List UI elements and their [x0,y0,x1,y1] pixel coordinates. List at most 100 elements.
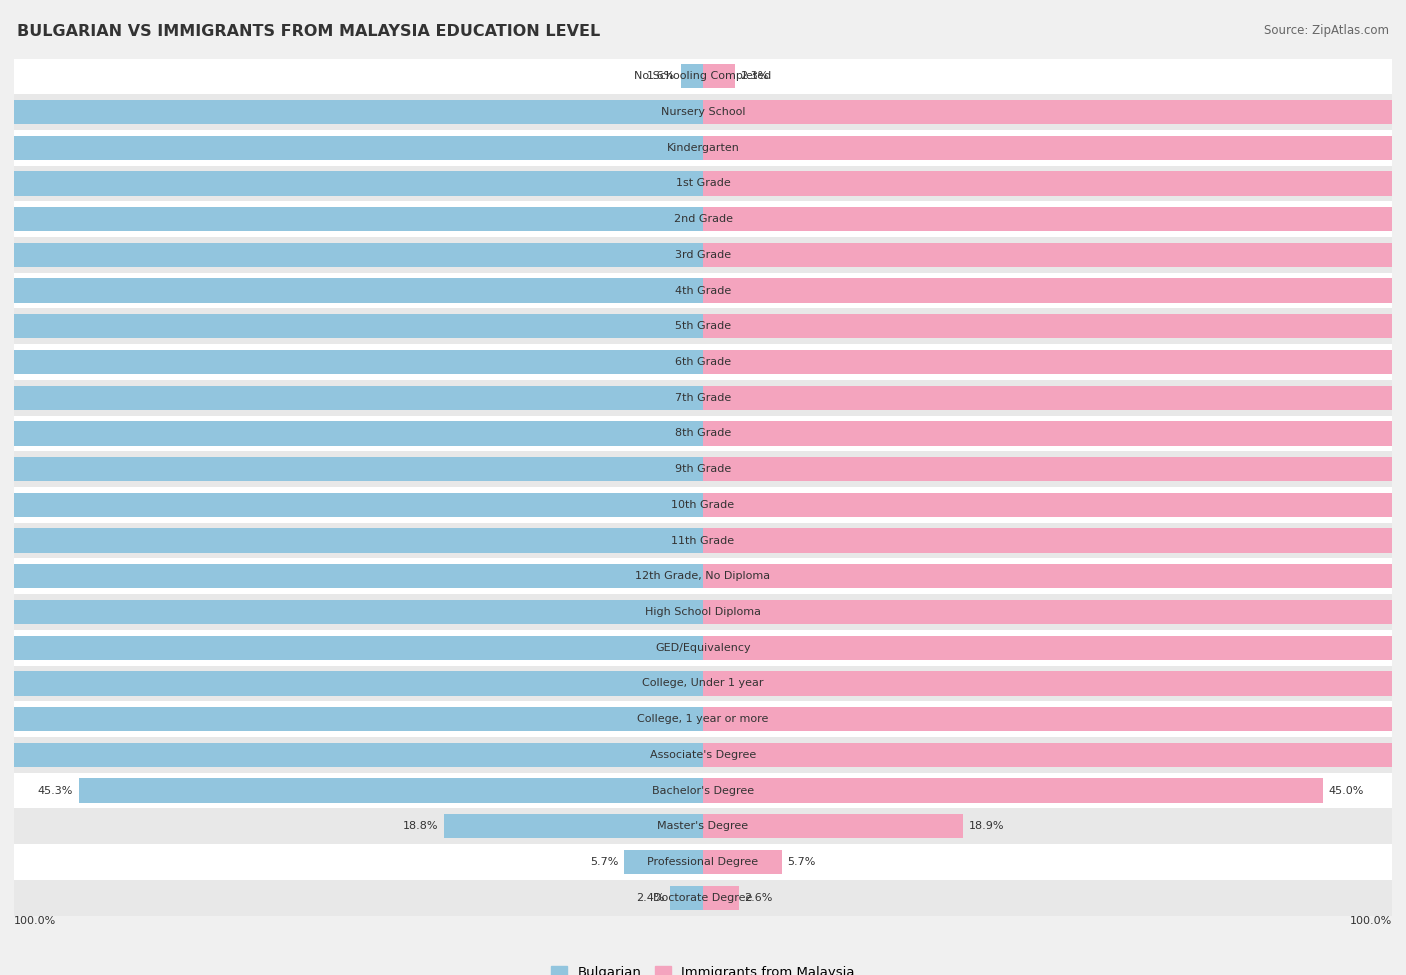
Text: 3rd Grade: 3rd Grade [675,250,731,260]
Bar [0,243,703,267]
Bar [703,850,782,875]
Text: 100.0%: 100.0% [14,916,56,926]
Bar [14,58,1392,95]
Bar [14,737,1392,773]
Text: High School Diploma: High School Diploma [645,607,761,617]
Text: Bachelor's Degree: Bachelor's Degree [652,786,754,796]
Bar [14,344,1392,380]
Text: 2nd Grade: 2nd Grade [673,214,733,224]
Bar [14,844,1392,879]
Bar [0,136,703,160]
Text: Nursery School: Nursery School [661,107,745,117]
Bar [0,421,703,446]
Bar [0,350,703,374]
Bar [703,64,735,89]
Bar [0,565,703,589]
Bar [0,636,703,660]
Text: College, 1 year or more: College, 1 year or more [637,714,769,724]
Bar [14,451,1392,488]
Bar [14,415,1392,451]
Text: 2.3%: 2.3% [740,71,769,81]
Text: 18.8%: 18.8% [404,821,439,832]
Bar [14,488,1392,523]
Bar [669,885,703,910]
Bar [703,636,1406,660]
Bar [14,308,1392,344]
Text: College, Under 1 year: College, Under 1 year [643,679,763,688]
Bar [703,314,1406,338]
Text: Doctorate Degree: Doctorate Degree [654,893,752,903]
Bar [703,778,1323,802]
Bar [14,166,1392,202]
Text: 45.3%: 45.3% [38,786,73,796]
Bar [703,885,738,910]
Bar [703,492,1406,517]
Bar [0,707,703,731]
Bar [14,237,1392,273]
Bar [14,666,1392,701]
Bar [703,814,963,838]
Bar [14,202,1392,237]
Text: 18.9%: 18.9% [969,821,1004,832]
Bar [0,279,703,303]
Bar [624,850,703,875]
Text: 4th Grade: 4th Grade [675,286,731,295]
Text: No Schooling Completed: No Schooling Completed [634,71,772,81]
Text: Source: ZipAtlas.com: Source: ZipAtlas.com [1264,24,1389,37]
Bar [681,64,703,89]
Bar [0,172,703,196]
Bar [703,421,1406,446]
Text: 7th Grade: 7th Grade [675,393,731,403]
Text: Associate's Degree: Associate's Degree [650,750,756,760]
Text: 6th Grade: 6th Grade [675,357,731,367]
Bar [0,671,703,695]
Bar [14,879,1392,916]
Text: 1.6%: 1.6% [647,71,675,81]
Text: 5.7%: 5.7% [591,857,619,867]
Bar [703,207,1406,231]
Bar [0,457,703,482]
Bar [14,380,1392,415]
Bar [14,273,1392,308]
Bar [703,385,1406,409]
Text: 100.0%: 100.0% [1350,916,1392,926]
Bar [0,314,703,338]
Bar [14,559,1392,594]
Text: 10th Grade: 10th Grade [672,500,734,510]
Text: 9th Grade: 9th Grade [675,464,731,474]
Bar [0,528,703,553]
Bar [703,565,1406,589]
Bar [0,207,703,231]
Text: BULGARIAN VS IMMIGRANTS FROM MALAYSIA EDUCATION LEVEL: BULGARIAN VS IMMIGRANTS FROM MALAYSIA ED… [17,24,600,39]
Bar [703,243,1406,267]
Bar [703,707,1406,731]
Text: Master's Degree: Master's Degree [658,821,748,832]
Text: 1st Grade: 1st Grade [676,178,730,188]
Bar [14,594,1392,630]
Bar [703,528,1406,553]
Bar [14,701,1392,737]
Bar [0,492,703,517]
Text: 2.6%: 2.6% [744,893,773,903]
Bar [703,279,1406,303]
Bar [0,385,703,409]
Bar [14,523,1392,559]
Bar [703,743,1406,767]
Text: 2.4%: 2.4% [636,893,665,903]
Bar [703,99,1406,124]
Bar [79,778,703,802]
Text: 45.0%: 45.0% [1329,786,1364,796]
Bar [0,99,703,124]
Bar [703,172,1406,196]
Text: 11th Grade: 11th Grade [672,535,734,546]
Text: Professional Degree: Professional Degree [647,857,759,867]
Text: Kindergarten: Kindergarten [666,142,740,153]
Bar [14,130,1392,166]
Bar [14,808,1392,844]
Text: 12th Grade, No Diploma: 12th Grade, No Diploma [636,571,770,581]
Bar [0,600,703,624]
Bar [14,773,1392,808]
Bar [703,350,1406,374]
Bar [703,600,1406,624]
Bar [444,814,703,838]
